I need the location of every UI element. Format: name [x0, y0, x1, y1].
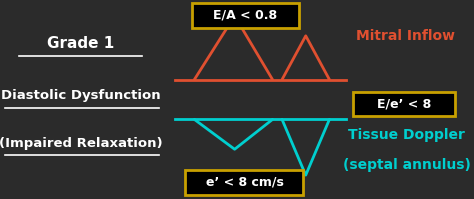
Text: (Impaired Relaxation): (Impaired Relaxation)	[0, 137, 163, 150]
FancyBboxPatch shape	[192, 3, 299, 28]
Text: Tissue Doppler: Tissue Doppler	[348, 128, 465, 142]
Text: Grade 1: Grade 1	[47, 36, 114, 51]
FancyBboxPatch shape	[185, 170, 303, 195]
Text: e’ < 8 cm/s: e’ < 8 cm/s	[206, 176, 283, 189]
Text: E/e’ < 8: E/e’ < 8	[377, 97, 431, 110]
FancyBboxPatch shape	[353, 92, 455, 116]
Text: E/A < 0.8: E/A < 0.8	[213, 8, 278, 21]
Text: Mitral Inflow: Mitral Inflow	[356, 29, 455, 43]
Text: (septal annulus): (septal annulus)	[343, 158, 471, 172]
Text: Diastolic Dysfunction: Diastolic Dysfunction	[1, 89, 160, 102]
